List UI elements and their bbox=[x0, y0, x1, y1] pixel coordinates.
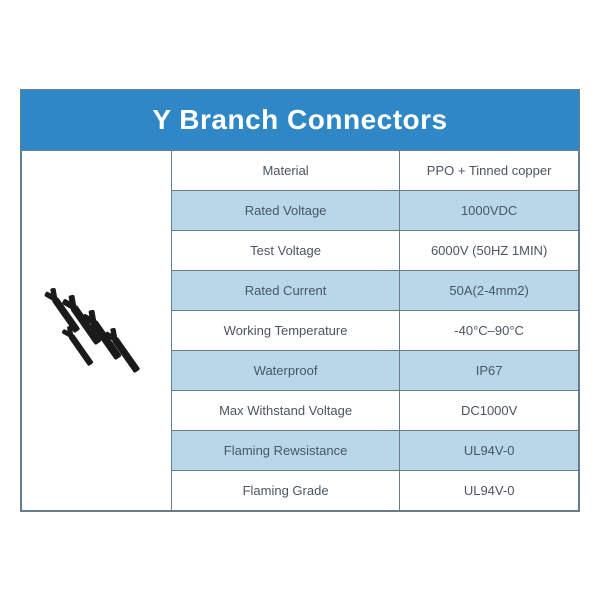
spec-value: 1000VDC bbox=[400, 190, 579, 230]
spec-value: UL94V-0 bbox=[400, 430, 579, 470]
spec-value: -40°C–90°C bbox=[400, 310, 579, 350]
product-image-cell bbox=[22, 150, 172, 510]
spec-value: 6000V (50HZ 1MIN) bbox=[400, 230, 579, 270]
title-bar: Y Branch Connectors bbox=[21, 90, 579, 150]
spec-label: Rated Current bbox=[171, 270, 399, 310]
product-image bbox=[28, 265, 165, 395]
spec-value: UL94V-0 bbox=[400, 470, 579, 510]
spec-label: Working Temperature bbox=[171, 310, 399, 350]
spec-table: MaterialPPO + Tinned copperRated Voltage… bbox=[21, 150, 579, 511]
spec-sheet: Y Branch Connectors MaterialPPO + Tinned… bbox=[20, 89, 580, 512]
spec-label: Waterproof bbox=[171, 350, 399, 390]
spec-value: IP67 bbox=[400, 350, 579, 390]
spec-label: Material bbox=[171, 150, 399, 190]
connector-icon bbox=[31, 265, 161, 395]
spec-value: PPO + Tinned copper bbox=[400, 150, 579, 190]
spec-label: Max Withstand Voltage bbox=[171, 390, 399, 430]
spec-value: 50A(2-4mm2) bbox=[400, 270, 579, 310]
table-row: MaterialPPO + Tinned copper bbox=[22, 150, 579, 190]
spec-label: Test Voltage bbox=[171, 230, 399, 270]
spec-label: Flaming Rewsistance bbox=[171, 430, 399, 470]
spec-label: Rated Voltage bbox=[171, 190, 399, 230]
spec-value: DC1000V bbox=[400, 390, 579, 430]
spec-table-body: MaterialPPO + Tinned copperRated Voltage… bbox=[22, 150, 579, 510]
spec-label: Flaming Grade bbox=[171, 470, 399, 510]
